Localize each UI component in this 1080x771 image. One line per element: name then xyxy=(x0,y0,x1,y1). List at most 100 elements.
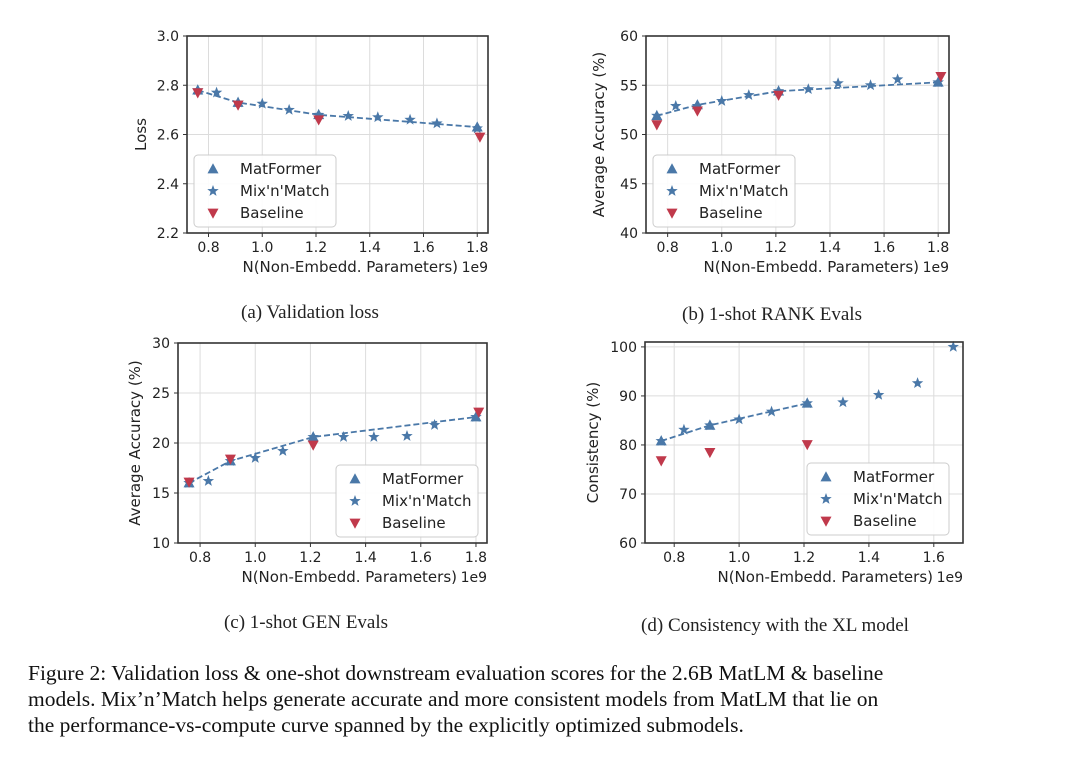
plot-frame xyxy=(645,35,950,234)
y-tick-label: 25 xyxy=(152,386,170,402)
data-point-star xyxy=(249,452,261,463)
y-tick-label: 45 xyxy=(620,177,638,193)
chart-panel: 0.8 1.0 1.2 1.4 1.6 1.8 10 15 20 25 30 N(Non-Embedd… xyxy=(126,336,488,633)
y-tick-label: 80 xyxy=(619,438,637,454)
data-point-star xyxy=(891,73,904,85)
data-point-star xyxy=(733,413,745,425)
data-point-star xyxy=(651,109,663,121)
x-tick-label: 0.8 xyxy=(197,240,219,256)
x-axis-label: N(Non-Embedd. Parameters) xyxy=(703,258,919,276)
figure-caption-line: models. Mix’n’Match helps generate accur… xyxy=(28,687,879,711)
data-point-triangle-down xyxy=(192,88,204,99)
x-tick-label: 1.8 xyxy=(465,550,487,566)
data-point-triangle-down xyxy=(655,456,667,467)
data-point-triangle-down xyxy=(773,90,785,101)
legend-entry: Baseline xyxy=(240,204,304,222)
data-point-star xyxy=(947,340,959,352)
x-tick-label: 1.8 xyxy=(466,240,488,256)
legend-marker-star xyxy=(820,493,832,504)
y-axis-label: Average Accuracy (%) xyxy=(590,52,608,218)
data-point-star xyxy=(743,89,755,100)
data-point-star xyxy=(864,79,877,91)
x-axis-label: N(Non-Embedd. Parameters) xyxy=(717,568,933,586)
data-point-star xyxy=(277,445,289,456)
data-point-triangle-down xyxy=(183,477,195,488)
y-tick-label: 90 xyxy=(619,389,637,405)
y-tick-label: 2.8 xyxy=(157,78,179,94)
x-tick-label: 1.4 xyxy=(819,240,841,256)
y-tick-label: 15 xyxy=(152,486,170,502)
y-tick-label: 70 xyxy=(619,487,637,503)
data-point-triangle-down xyxy=(232,100,244,111)
legend-entry: Baseline xyxy=(382,514,446,532)
matformer-dashed-line xyxy=(656,81,939,117)
x-tick-label: 1.0 xyxy=(251,240,273,256)
legend-marker-triangle xyxy=(820,471,832,482)
x-tick-label: 0.8 xyxy=(663,550,685,566)
panel-caption: (b) 1-shot RANK Evals xyxy=(682,304,862,325)
x-tick-label: 1.8 xyxy=(927,240,949,256)
y-axis-label: Consistency (%) xyxy=(584,382,602,503)
figure-caption-line: the performance-vs-compute curve spanned… xyxy=(28,713,744,737)
y-tick-label: 2.6 xyxy=(157,128,179,144)
data-point-star xyxy=(837,396,849,408)
legend-marker-triangle-down xyxy=(666,208,678,219)
plot-frame xyxy=(644,341,964,544)
legend-entry: MatFormer xyxy=(699,160,781,178)
y-tick-label: 3.0 xyxy=(157,29,179,45)
data-point-star xyxy=(911,377,924,389)
x-tick-label: 0.8 xyxy=(189,550,211,566)
panel-caption: (a) Validation loss xyxy=(241,302,379,323)
y-axis-label: Loss xyxy=(132,118,150,151)
legend-marker-triangle xyxy=(666,163,678,174)
data-point-triangle-down xyxy=(313,115,325,126)
figure-caption-line: Figure 2: Validation loss & one-shot dow… xyxy=(28,661,884,685)
matformer-dashed-line xyxy=(188,416,477,484)
legend-marker-triangle xyxy=(349,473,361,484)
data-point-star xyxy=(401,430,413,441)
x-tick-label: 1.2 xyxy=(299,550,321,566)
data-point-star xyxy=(342,110,354,121)
data-point-star xyxy=(872,388,885,400)
data-point-star xyxy=(404,113,416,125)
legend-entry: MatFormer xyxy=(240,160,322,178)
legend-entry: Baseline xyxy=(853,512,917,530)
data-point-star xyxy=(655,435,667,446)
data-point-star xyxy=(802,83,815,95)
x-tick-label: 1.2 xyxy=(765,240,787,256)
plot-frame xyxy=(186,35,489,234)
y-tick-label: 2.4 xyxy=(157,177,179,193)
matformer-dashed-line xyxy=(660,402,808,442)
legend-box xyxy=(335,464,479,538)
data-point-star xyxy=(283,103,295,115)
y-tick-label: 20 xyxy=(152,436,170,452)
y-tick-label: 30 xyxy=(152,336,170,352)
y-tick-label: 2.2 xyxy=(157,226,179,242)
legend-box xyxy=(652,154,796,228)
data-point-star xyxy=(832,77,844,89)
x-tick-label: 1.6 xyxy=(873,240,895,256)
legend-entry: Mix'n'Match xyxy=(240,182,330,200)
x-tick-label: 1.4 xyxy=(359,240,381,256)
data-point-triangle-down xyxy=(935,72,947,83)
x-tick-label: 1.0 xyxy=(244,550,266,566)
x-offset-text: 1e9 xyxy=(461,570,487,586)
x-offset-text: 1e9 xyxy=(923,260,949,276)
data-point-star xyxy=(801,397,813,409)
x-tick-label: 1.0 xyxy=(711,240,733,256)
data-point-triangle-down xyxy=(801,440,813,451)
legend-box xyxy=(806,462,950,536)
y-tick-label: 100 xyxy=(610,340,637,356)
data-point-triangle-down xyxy=(691,106,703,117)
legend-entry: Mix'n'Match xyxy=(699,182,789,200)
y-tick-label: 55 xyxy=(620,78,638,94)
y-tick-label: 10 xyxy=(152,536,170,552)
plot-frame xyxy=(177,342,488,544)
y-tick-label: 60 xyxy=(620,29,638,45)
y-tick-label: 50 xyxy=(620,128,638,144)
legend-marker-star xyxy=(349,495,361,506)
matformer-dashed-line xyxy=(197,89,478,128)
x-tick-label: 1.6 xyxy=(410,550,432,566)
data-point-triangle-down xyxy=(704,447,716,459)
